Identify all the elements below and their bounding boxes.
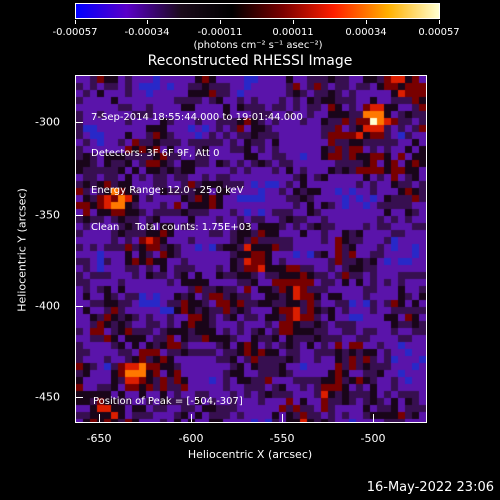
x-tick-mark [282, 414, 283, 422]
x-axis-label: Heliocentric X (arcsec) [187, 448, 313, 461]
clean-counts-text: Clean Total counts: 1.75E+03 [91, 222, 252, 234]
peak-position-text: Position of Peak = [-504,-307] [93, 396, 243, 407]
time-range-text: 7-Sep-2014 18:55:44.000 to 19:01:44.000 [91, 111, 303, 123]
x-tick-label: -550 [269, 432, 295, 445]
heatmap-image [76, 76, 426, 422]
x-tick-label: -600 [178, 432, 204, 445]
y-tick-label: -300 [35, 115, 60, 129]
colorbar-tick-mark [147, 20, 148, 24]
colorbar-tick-label: 0.00034 [345, 27, 387, 38]
x-tick-mark [99, 414, 100, 422]
image-title: Reconstructed RHESSI Image [147, 53, 353, 69]
colorbar-tick-label: -0.00057 [52, 27, 98, 38]
observation-info: 7-Sep-2014 18:55:44.000 to 19:01:44.000 … [91, 87, 303, 247]
colorbar-units: (photons cm⁻² s⁻¹ asec⁻²) [193, 40, 323, 51]
colorbar-tick-label: -0.00011 [197, 27, 243, 38]
y-tick-mark [75, 215, 83, 216]
x-tick-mark [373, 414, 374, 422]
energy-range-text: Energy Range: 12.0 - 25.0 keV [91, 185, 244, 197]
y-tick-mark [75, 122, 83, 123]
x-tick-label: -650 [86, 432, 112, 445]
x-tick-mark [191, 414, 192, 422]
y-tick-label: -400 [35, 299, 60, 313]
y-tick-label: -450 [35, 390, 60, 404]
image-panel [75, 75, 427, 423]
detectors-text: Detectors: 3F 6F 9F, Att 0 [91, 148, 220, 160]
y-axis-label: Heliocentric Y (arcsec) [15, 188, 29, 312]
timestamp: 16-May-2022 23:06 [366, 480, 494, 495]
colorbar-gradient [76, 4, 439, 18]
colorbar-tick-mark [220, 20, 221, 24]
x-tick-label: -500 [360, 432, 386, 445]
colorbar-tick-mark [366, 20, 367, 24]
y-tick-label: -350 [35, 208, 60, 222]
colorbar-tick-label: 0.00057 [418, 27, 460, 38]
colorbar-tick-mark [439, 20, 440, 24]
colorbar-tick-label: -0.00034 [124, 27, 170, 38]
y-tick-mark [75, 397, 83, 398]
colorbar-tick-label: 0.00011 [272, 27, 314, 38]
y-tick-mark [75, 306, 83, 307]
colorbar-tick-mark [293, 20, 294, 24]
colorbar [75, 3, 440, 19]
colorbar-tick-mark [75, 20, 76, 24]
